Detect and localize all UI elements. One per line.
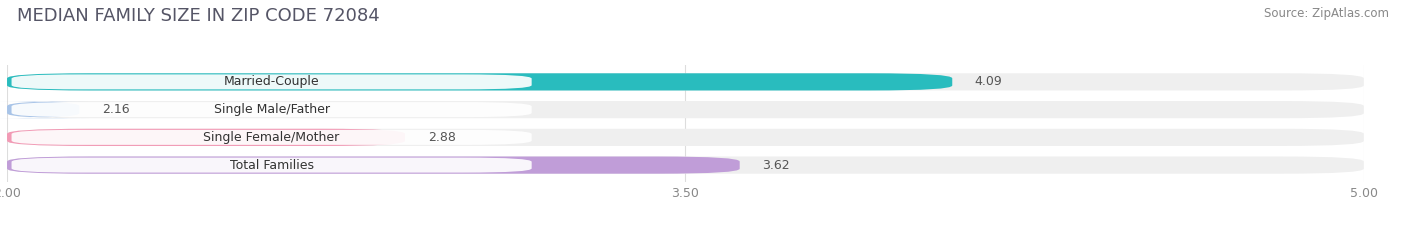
Text: 2.16: 2.16: [103, 103, 129, 116]
FancyBboxPatch shape: [11, 102, 531, 117]
FancyBboxPatch shape: [7, 129, 1364, 146]
FancyBboxPatch shape: [0, 101, 89, 118]
FancyBboxPatch shape: [11, 74, 531, 89]
FancyBboxPatch shape: [7, 157, 740, 174]
FancyBboxPatch shape: [7, 73, 1364, 90]
FancyBboxPatch shape: [7, 157, 1364, 174]
Text: 3.62: 3.62: [762, 159, 790, 171]
Text: Total Families: Total Families: [229, 159, 314, 171]
Text: Source: ZipAtlas.com: Source: ZipAtlas.com: [1264, 7, 1389, 20]
FancyBboxPatch shape: [11, 158, 531, 173]
Text: 2.88: 2.88: [427, 131, 456, 144]
FancyBboxPatch shape: [7, 129, 405, 146]
Text: 4.09: 4.09: [974, 75, 1002, 88]
FancyBboxPatch shape: [11, 130, 531, 145]
Text: Single Male/Father: Single Male/Father: [214, 103, 329, 116]
Text: Married-Couple: Married-Couple: [224, 75, 319, 88]
Text: Single Female/Mother: Single Female/Mother: [204, 131, 340, 144]
FancyBboxPatch shape: [7, 101, 1364, 118]
FancyBboxPatch shape: [7, 73, 952, 90]
Text: MEDIAN FAMILY SIZE IN ZIP CODE 72084: MEDIAN FAMILY SIZE IN ZIP CODE 72084: [17, 7, 380, 25]
